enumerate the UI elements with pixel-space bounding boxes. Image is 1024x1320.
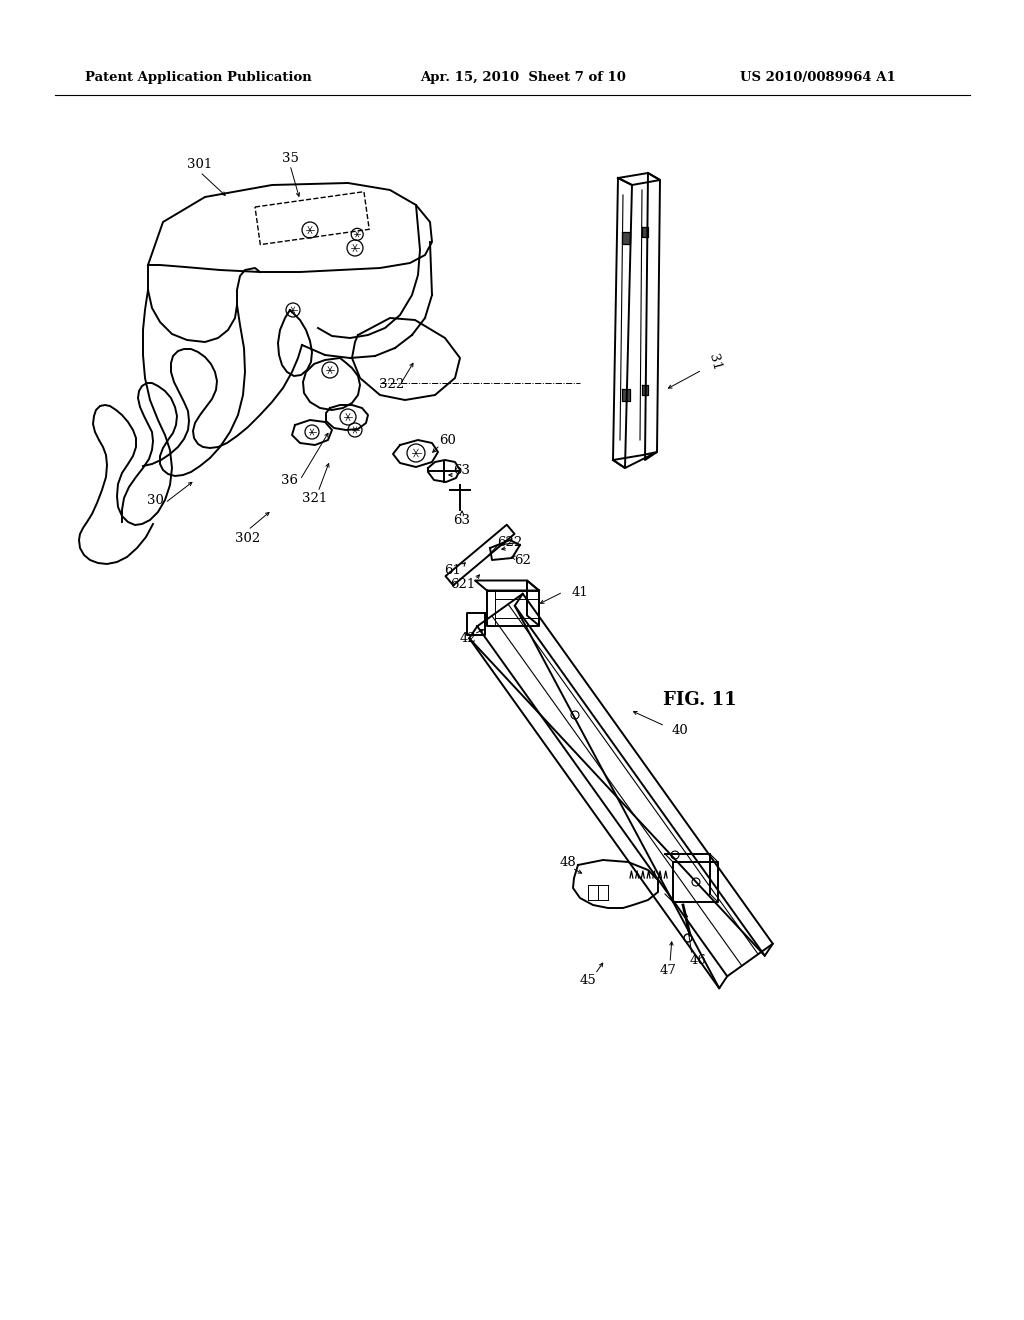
Bar bbox=[622, 232, 630, 244]
Text: 63: 63 bbox=[454, 513, 470, 527]
Text: 36: 36 bbox=[282, 474, 299, 487]
Text: 301: 301 bbox=[187, 158, 213, 172]
Text: US 2010/0089964 A1: US 2010/0089964 A1 bbox=[740, 71, 896, 84]
Text: 41: 41 bbox=[571, 586, 589, 598]
Bar bbox=[642, 385, 648, 395]
Text: 48: 48 bbox=[560, 855, 577, 869]
Text: 35: 35 bbox=[282, 152, 298, 165]
Text: 46: 46 bbox=[689, 953, 707, 966]
Text: 30: 30 bbox=[146, 494, 164, 507]
Text: 321: 321 bbox=[302, 491, 328, 504]
Text: 622: 622 bbox=[498, 536, 522, 549]
Text: 63: 63 bbox=[454, 463, 470, 477]
Text: 60: 60 bbox=[439, 433, 457, 446]
Text: 45: 45 bbox=[580, 974, 596, 986]
Text: 621: 621 bbox=[451, 578, 475, 591]
Text: Patent Application Publication: Patent Application Publication bbox=[85, 71, 311, 84]
Text: 62: 62 bbox=[515, 553, 531, 566]
Text: 40: 40 bbox=[672, 723, 688, 737]
Text: 61: 61 bbox=[444, 564, 462, 577]
Text: 42: 42 bbox=[460, 631, 476, 644]
Text: 302: 302 bbox=[236, 532, 261, 544]
Text: 47: 47 bbox=[659, 964, 677, 977]
Text: 322: 322 bbox=[379, 379, 404, 392]
Bar bbox=[622, 389, 630, 401]
Text: FIG. 11: FIG. 11 bbox=[664, 690, 737, 709]
Text: 31: 31 bbox=[707, 352, 724, 372]
Text: Apr. 15, 2010  Sheet 7 of 10: Apr. 15, 2010 Sheet 7 of 10 bbox=[420, 71, 626, 84]
Bar bbox=[642, 227, 648, 238]
